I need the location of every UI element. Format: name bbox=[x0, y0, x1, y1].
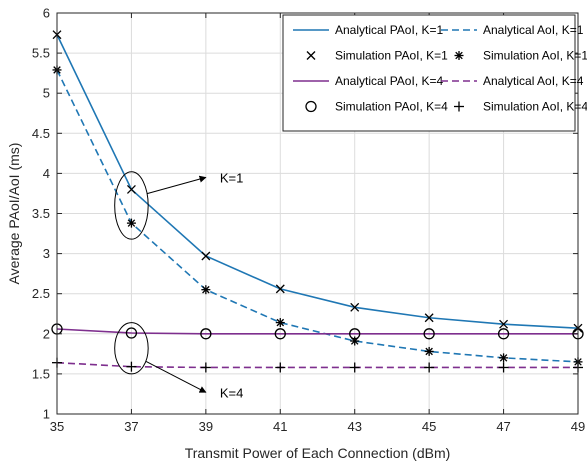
y-axis-label: Average PAoI/AoI (ms) bbox=[6, 143, 22, 285]
y-tick-label: 2.5 bbox=[32, 286, 50, 301]
legend-label-2: Simulation PAoI, K=1 bbox=[335, 49, 448, 63]
data-point-6-5 bbox=[423, 328, 435, 340]
legend-label-0: Analytical PAoI, K=1 bbox=[335, 23, 443, 37]
x-tick-label: 41 bbox=[273, 419, 287, 434]
ticks: 35 37 39 41 43 45 47 49 1 1.5 2 2.5 3 3.5 4 4.5 5 5.5 6 bbox=[32, 6, 585, 435]
x-tick-label: 39 bbox=[199, 419, 213, 434]
annotation-label-0: K=1 bbox=[220, 170, 244, 185]
y-tick-label: 1.5 bbox=[32, 366, 50, 381]
y-tick-label: 3 bbox=[43, 246, 50, 261]
annotation-layer: K=1 K=4 bbox=[114, 170, 244, 400]
legend-label-6: Simulation PAoI, K=4 bbox=[335, 100, 448, 114]
legend-item-3: Simulation AoI, K=1 bbox=[454, 49, 587, 63]
data-point-2-1 bbox=[126, 184, 136, 194]
data-point-6-2 bbox=[200, 328, 212, 340]
data-point-2-5 bbox=[424, 313, 434, 323]
legend-marker-2 bbox=[306, 51, 316, 60]
series-line-4 bbox=[56, 328, 578, 335]
y-tick-label: 2 bbox=[43, 326, 50, 341]
annotation-ellipse-1 bbox=[114, 322, 149, 375]
data-point-7-6 bbox=[498, 362, 509, 373]
x-tick-label: 49 bbox=[571, 419, 585, 434]
legend-label-5: Analytical AoI, K=4 bbox=[483, 74, 584, 88]
data-point-7-1 bbox=[126, 361, 137, 372]
legend-box bbox=[282, 14, 576, 132]
legend-item-4: Analytical PAoI, K=4 bbox=[293, 74, 443, 88]
y-tick-label: 4 bbox=[43, 166, 50, 181]
legend-item-7: Simulation AoI, K=4 bbox=[454, 100, 587, 114]
data-point-7-4 bbox=[349, 362, 360, 373]
data-point-2-6 bbox=[499, 319, 509, 329]
legend: Analytical PAoI, K=1 Analytical AoI, K=1 S… bbox=[282, 14, 587, 132]
legend-item-2: Simulation PAoI, K=1 bbox=[306, 49, 448, 63]
data-point-2-4 bbox=[350, 302, 360, 312]
data-point-7-2 bbox=[200, 362, 211, 373]
data-point-2-2 bbox=[201, 251, 211, 261]
legend-label-1: Analytical AoI, K=1 bbox=[483, 23, 584, 37]
series-line-0 bbox=[56, 34, 579, 329]
x-tick-label: 43 bbox=[347, 419, 361, 434]
x-axis-label: Transmit Power of Each Connection (dBm) bbox=[185, 445, 451, 461]
y-tick-label: 5.5 bbox=[32, 46, 50, 61]
y-tick-label: 3.5 bbox=[32, 206, 50, 221]
legend-marker-3 bbox=[454, 51, 464, 60]
legend-item-0: Analytical PAoI, K=1 bbox=[293, 23, 443, 37]
data-point-3-6 bbox=[499, 353, 509, 363]
legend-label-3: Simulation AoI, K=1 bbox=[483, 49, 587, 63]
y-tick-label: 4.5 bbox=[32, 126, 50, 141]
annotation-ellipse-0 bbox=[114, 171, 149, 240]
data-point-7-3 bbox=[275, 362, 286, 373]
data-point-2-3 bbox=[275, 284, 285, 294]
series-line-5 bbox=[56, 361, 578, 369]
y-tick-label: 1 bbox=[43, 407, 50, 422]
data-point-6-3 bbox=[274, 328, 286, 340]
x-tick-label: 35 bbox=[50, 419, 64, 434]
legend-item-6: Simulation PAoI, K=4 bbox=[305, 100, 448, 114]
data-point-6-4 bbox=[349, 328, 361, 340]
data-point-3-2 bbox=[201, 285, 211, 295]
legend-item-1: Analytical AoI, K=1 bbox=[441, 23, 584, 37]
x-tick-label: 37 bbox=[124, 419, 138, 434]
series-line-1 bbox=[56, 69, 579, 363]
y-tick-label: 6 bbox=[43, 6, 50, 21]
data-point-6-6 bbox=[497, 328, 510, 340]
data-point-6-1 bbox=[125, 327, 138, 339]
x-tick-label: 47 bbox=[496, 419, 510, 434]
annotation-arrow-0 bbox=[146, 175, 207, 195]
data-point-3-1 bbox=[126, 218, 136, 228]
data-point-7-5 bbox=[424, 362, 435, 373]
x-tick-label: 45 bbox=[422, 419, 436, 434]
legend-label-7: Simulation AoI, K=4 bbox=[483, 100, 587, 114]
legend-label-4: Analytical PAoI, K=4 bbox=[335, 74, 443, 88]
legend-item-5: Analytical AoI, K=4 bbox=[441, 74, 584, 88]
annotation-label-1: K=4 bbox=[220, 385, 244, 400]
y-tick-label: 5 bbox=[43, 86, 50, 101]
data-point-3-5 bbox=[424, 346, 434, 356]
annotation-arrow-1 bbox=[145, 360, 207, 393]
legend-marker-7 bbox=[454, 101, 464, 112]
data-point-3-3 bbox=[275, 318, 285, 328]
legend-marker-6 bbox=[305, 100, 317, 113]
